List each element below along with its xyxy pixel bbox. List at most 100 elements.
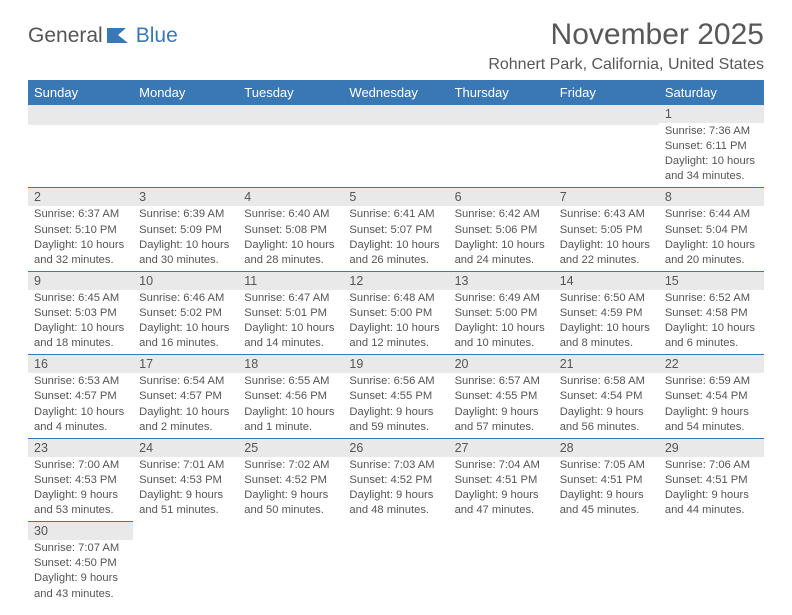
day-number: 6 — [449, 188, 554, 206]
calendar-cell: 10Sunrise: 6:46 AMSunset: 5:02 PMDayligh… — [133, 271, 238, 354]
sunset-text: Sunset: 4:50 PM — [34, 556, 127, 571]
sunset-text: Sunset: 5:08 PM — [244, 223, 337, 238]
calendar-cell: 3Sunrise: 6:39 AMSunset: 5:09 PMDaylight… — [133, 188, 238, 271]
daylight-text: Daylight: 10 hours and 32 minutes. — [34, 238, 127, 268]
sunset-text: Sunset: 4:51 PM — [560, 473, 653, 488]
sunrise-text: Sunrise: 6:52 AM — [665, 291, 758, 306]
calendar-cell: 28Sunrise: 7:05 AMSunset: 4:51 PMDayligh… — [554, 438, 659, 521]
sunrise-text: Sunrise: 6:56 AM — [349, 374, 442, 389]
sunset-text: Sunset: 5:00 PM — [349, 306, 442, 321]
day-info: Sunrise: 7:03 AMSunset: 4:52 PMDaylight:… — [343, 457, 448, 521]
calendar-cell: 26Sunrise: 7:03 AMSunset: 4:52 PMDayligh… — [343, 438, 448, 521]
sunset-text: Sunset: 5:01 PM — [244, 306, 337, 321]
daylight-text: Daylight: 9 hours and 50 minutes. — [244, 488, 337, 518]
daylight-text: Daylight: 10 hours and 12 minutes. — [349, 321, 442, 351]
day-number: 24 — [133, 439, 238, 457]
day-number: 26 — [343, 439, 448, 457]
calendar-week-row: 30Sunrise: 7:07 AMSunset: 4:50 PMDayligh… — [28, 522, 764, 605]
day-number: 8 — [659, 188, 764, 206]
daylight-text: Daylight: 10 hours and 22 minutes. — [560, 238, 653, 268]
sunrise-text: Sunrise: 6:37 AM — [34, 207, 127, 222]
calendar-week-row: 23Sunrise: 7:00 AMSunset: 4:53 PMDayligh… — [28, 438, 764, 521]
sunset-text: Sunset: 4:53 PM — [34, 473, 127, 488]
day-info: Sunrise: 7:06 AMSunset: 4:51 PMDaylight:… — [659, 457, 764, 521]
calendar-cell: 9Sunrise: 6:45 AMSunset: 5:03 PMDaylight… — [28, 271, 133, 354]
sunrise-text: Sunrise: 7:01 AM — [139, 458, 232, 473]
day-info: Sunrise: 7:05 AMSunset: 4:51 PMDaylight:… — [554, 457, 659, 521]
daylight-text: Daylight: 10 hours and 24 minutes. — [455, 238, 548, 268]
calendar-cell: 21Sunrise: 6:58 AMSunset: 4:54 PMDayligh… — [554, 355, 659, 438]
calendar-cell — [343, 105, 448, 188]
daylight-text: Daylight: 10 hours and 28 minutes. — [244, 238, 337, 268]
day-number: 25 — [238, 439, 343, 457]
day-number: 2 — [28, 188, 133, 206]
day-info: Sunrise: 7:36 AMSunset: 6:11 PMDaylight:… — [659, 123, 764, 187]
day-info: Sunrise: 6:54 AMSunset: 4:57 PMDaylight:… — [133, 373, 238, 437]
daylight-text: Daylight: 10 hours and 4 minutes. — [34, 405, 127, 435]
day-number: 14 — [554, 272, 659, 290]
calendar-cell — [238, 522, 343, 605]
calendar-cell: 2Sunrise: 6:37 AMSunset: 5:10 PMDaylight… — [28, 188, 133, 271]
day-number: 17 — [133, 355, 238, 373]
calendar-week-row: 9Sunrise: 6:45 AMSunset: 5:03 PMDaylight… — [28, 271, 764, 354]
calendar-cell: 5Sunrise: 6:41 AMSunset: 5:07 PMDaylight… — [343, 188, 448, 271]
day-number: 9 — [28, 272, 133, 290]
calendar-cell: 27Sunrise: 7:04 AMSunset: 4:51 PMDayligh… — [449, 438, 554, 521]
day-number: 16 — [28, 355, 133, 373]
sunrise-text: Sunrise: 6:42 AM — [455, 207, 548, 222]
day-header: Wednesday — [343, 80, 448, 105]
daylight-text: Daylight: 10 hours and 34 minutes. — [665, 154, 758, 184]
day-number: 30 — [28, 522, 133, 540]
calendar-week-row: 16Sunrise: 6:53 AMSunset: 4:57 PMDayligh… — [28, 355, 764, 438]
sunrise-text: Sunrise: 7:07 AM — [34, 541, 127, 556]
sunrise-text: Sunrise: 6:58 AM — [560, 374, 653, 389]
sunrise-text: Sunrise: 7:00 AM — [34, 458, 127, 473]
day-info: Sunrise: 7:00 AMSunset: 4:53 PMDaylight:… — [28, 457, 133, 521]
calendar-cell: 12Sunrise: 6:48 AMSunset: 5:00 PMDayligh… — [343, 271, 448, 354]
daylight-text: Daylight: 9 hours and 53 minutes. — [34, 488, 127, 518]
calendar-cell — [133, 522, 238, 605]
day-header: Friday — [554, 80, 659, 105]
sunrise-text: Sunrise: 6:54 AM — [139, 374, 232, 389]
day-info: Sunrise: 6:52 AMSunset: 4:58 PMDaylight:… — [659, 290, 764, 354]
calendar-page: General Blue November 2025 Rohnert Park,… — [0, 0, 792, 615]
day-number: 1 — [659, 105, 764, 123]
logo-text-2: Blue — [136, 24, 178, 48]
calendar-cell: 18Sunrise: 6:55 AMSunset: 4:56 PMDayligh… — [238, 355, 343, 438]
daylight-text: Daylight: 9 hours and 54 minutes. — [665, 405, 758, 435]
daylight-text: Daylight: 9 hours and 45 minutes. — [560, 488, 653, 518]
day-info: Sunrise: 6:47 AMSunset: 5:01 PMDaylight:… — [238, 290, 343, 354]
day-info: Sunrise: 6:42 AMSunset: 5:06 PMDaylight:… — [449, 206, 554, 270]
sunset-text: Sunset: 4:56 PM — [244, 389, 337, 404]
day-info: Sunrise: 6:56 AMSunset: 4:55 PMDaylight:… — [343, 373, 448, 437]
sunrise-text: Sunrise: 6:57 AM — [455, 374, 548, 389]
calendar-cell — [343, 522, 448, 605]
day-header: Sunday — [28, 80, 133, 105]
daylight-text: Daylight: 10 hours and 1 minute. — [244, 405, 337, 435]
sunrise-text: Sunrise: 7:06 AM — [665, 458, 758, 473]
sunset-text: Sunset: 4:53 PM — [139, 473, 232, 488]
day-info: Sunrise: 6:46 AMSunset: 5:02 PMDaylight:… — [133, 290, 238, 354]
empty-day — [343, 105, 448, 125]
calendar-cell: 20Sunrise: 6:57 AMSunset: 4:55 PMDayligh… — [449, 355, 554, 438]
calendar-cell: 29Sunrise: 7:06 AMSunset: 4:51 PMDayligh… — [659, 438, 764, 521]
calendar-cell: 23Sunrise: 7:00 AMSunset: 4:53 PMDayligh… — [28, 438, 133, 521]
sunrise-text: Sunrise: 6:59 AM — [665, 374, 758, 389]
calendar-cell — [133, 105, 238, 188]
day-info: Sunrise: 6:59 AMSunset: 4:54 PMDaylight:… — [659, 373, 764, 437]
daylight-text: Daylight: 10 hours and 2 minutes. — [139, 405, 232, 435]
day-header: Tuesday — [238, 80, 343, 105]
calendar-cell — [449, 522, 554, 605]
calendar-week-row: 2Sunrise: 6:37 AMSunset: 5:10 PMDaylight… — [28, 188, 764, 271]
calendar-table: Sunday Monday Tuesday Wednesday Thursday… — [28, 80, 764, 605]
sunset-text: Sunset: 5:04 PM — [665, 223, 758, 238]
calendar-cell: 14Sunrise: 6:50 AMSunset: 4:59 PMDayligh… — [554, 271, 659, 354]
daylight-text: Daylight: 10 hours and 14 minutes. — [244, 321, 337, 351]
day-header: Saturday — [659, 80, 764, 105]
calendar-cell — [554, 522, 659, 605]
day-number: 22 — [659, 355, 764, 373]
calendar-cell: 15Sunrise: 6:52 AMSunset: 4:58 PMDayligh… — [659, 271, 764, 354]
day-info: Sunrise: 6:37 AMSunset: 5:10 PMDaylight:… — [28, 206, 133, 270]
calendar-cell: 8Sunrise: 6:44 AMSunset: 5:04 PMDaylight… — [659, 188, 764, 271]
day-info: Sunrise: 6:53 AMSunset: 4:57 PMDaylight:… — [28, 373, 133, 437]
